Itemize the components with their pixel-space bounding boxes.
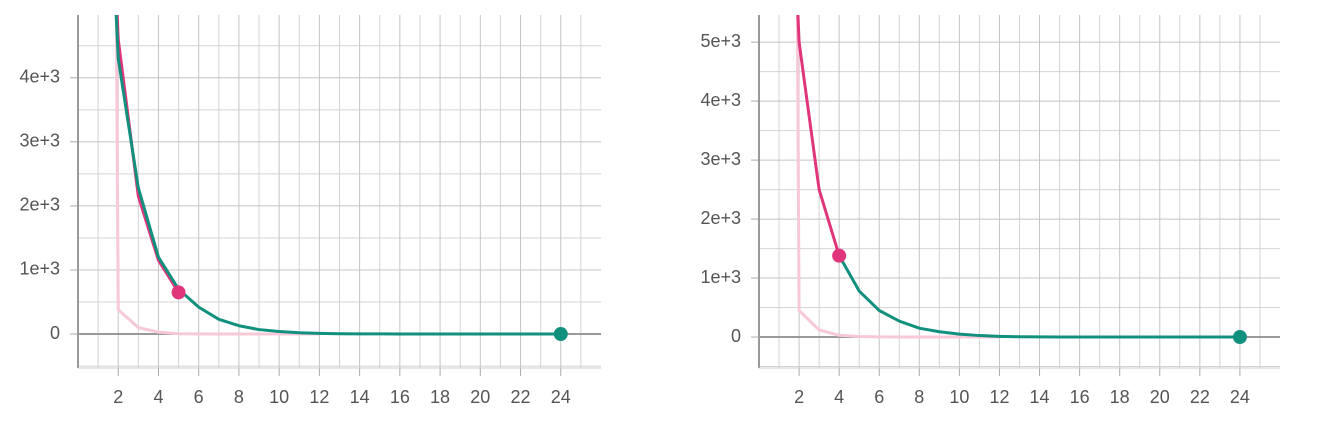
x-tick-label: 4 xyxy=(153,387,163,407)
y-tick-label: 5e+3 xyxy=(700,31,741,51)
x-tick-label: 20 xyxy=(1150,387,1170,407)
x-tick-label: 4 xyxy=(834,387,844,407)
end-marker xyxy=(553,327,568,342)
y-tick-label: 0 xyxy=(50,323,60,343)
x-tick-label: 8 xyxy=(914,387,924,407)
x-tick-label: 20 xyxy=(470,387,490,407)
x-tick-label: 8 xyxy=(234,387,244,407)
x-tick-label: 2 xyxy=(113,387,123,407)
x-tick-label: 2 xyxy=(794,387,804,407)
y-tick-label: 0 xyxy=(731,326,741,346)
series-line xyxy=(796,15,841,257)
x-tick-label: 22 xyxy=(1190,387,1210,407)
series-line xyxy=(115,15,180,294)
series-line xyxy=(114,15,320,336)
lines xyxy=(795,15,1240,339)
x-tick-label: 24 xyxy=(551,387,571,407)
x-tick-label: 22 xyxy=(511,387,531,407)
x-tick-label: 10 xyxy=(269,387,289,407)
end-marker xyxy=(171,285,186,300)
x-tick-label: 12 xyxy=(309,387,329,407)
y-tick-label: 1e+3 xyxy=(700,267,741,287)
end-marker xyxy=(1232,330,1247,345)
x-tick-label: 14 xyxy=(350,387,370,407)
x-tick-label: 16 xyxy=(1070,387,1090,407)
x-tick-label: 24 xyxy=(1230,387,1250,407)
x-tick-label: 16 xyxy=(390,387,410,407)
x-tick-label: 14 xyxy=(1030,387,1050,407)
series-line xyxy=(837,254,1240,339)
lines xyxy=(114,15,561,336)
x-tick-label: 18 xyxy=(1110,387,1130,407)
x-tick-label: 6 xyxy=(874,387,884,407)
y-tick-label: 2e+3 xyxy=(19,195,60,215)
y-tick-label: 4e+3 xyxy=(19,67,60,87)
x-tick-label: 10 xyxy=(949,387,969,407)
series-line xyxy=(795,15,1000,339)
x-tick-label: 6 xyxy=(194,387,204,407)
panel: 2 4 6 8 10 12 14 16 18 20 22 2401e+32e+33e+34e+35e+… xyxy=(700,15,1280,407)
y-tick-label: 3e+3 xyxy=(19,131,60,151)
end-marker xyxy=(832,248,847,263)
y-tick-label: 2e+3 xyxy=(700,208,741,228)
x-tick-label: 18 xyxy=(430,387,450,407)
series-line xyxy=(177,288,561,336)
series-line xyxy=(114,15,180,290)
y-tick-label: 1e+3 xyxy=(19,259,60,279)
y-tick-label: 4e+3 xyxy=(700,90,741,110)
x-tick-label: 12 xyxy=(989,387,1009,407)
y-tick-label: 3e+3 xyxy=(700,149,741,169)
